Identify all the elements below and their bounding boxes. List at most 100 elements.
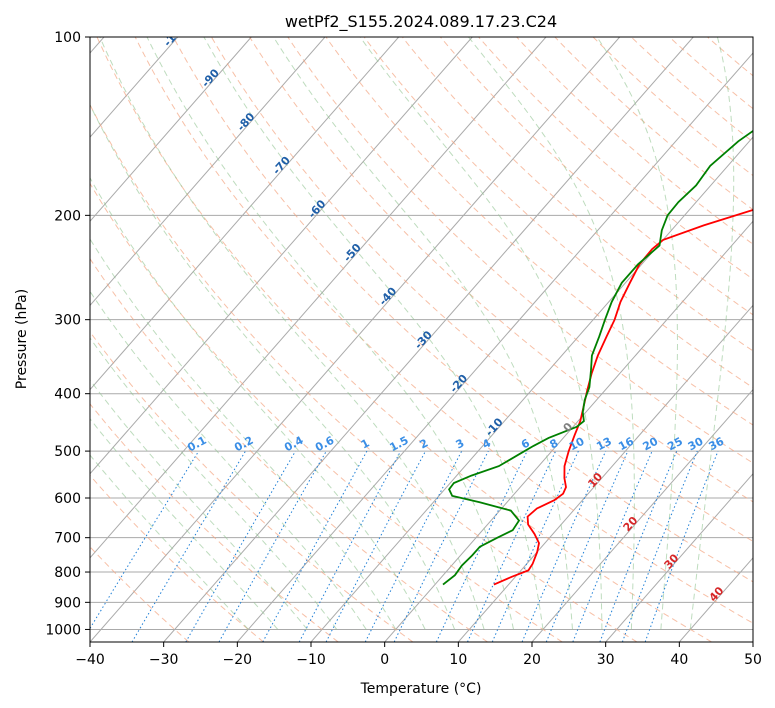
isotherm-label: 20: [621, 514, 641, 534]
dry-adiabat: [172, 37, 753, 583]
dry-adiabat: [287, 37, 753, 464]
mixing-ratio-label: 3: [454, 436, 467, 451]
moist-adiabat: [146, 37, 514, 630]
mixing-ratio-line: [90, 450, 200, 630]
mixing-ratio-line: [364, 450, 463, 642]
moist-adiabat: [90, 379, 308, 630]
moist-adiabat: [468, 37, 635, 630]
y-tick-label: 900: [54, 595, 81, 611]
moist-adiabat: [90, 454, 249, 630]
x-axis-title: Temperature (°C): [360, 681, 482, 697]
y-axis: 100 200 300 400 500 600 700 800 900 1000: [45, 30, 90, 638]
mixing-ratio-label: 6: [519, 436, 532, 451]
moist-adiabat: [90, 417, 279, 630]
mixing-ratio-line: [298, 450, 402, 642]
isotherm-label: -70: [270, 154, 293, 178]
x-tick-label: 0: [380, 652, 389, 668]
isotherm-line: [90, 37, 547, 559]
dry-adiabat: [325, 37, 753, 426]
dry-adiabat: [554, 37, 753, 211]
dewpoint-profile: [442, 129, 753, 586]
dry-adiabat: [96, 37, 712, 642]
dry-adiabat: [90, 331, 414, 642]
y-tick-label: 1000: [45, 622, 81, 638]
isotherm-label: -10: [483, 415, 506, 439]
mixing-ratio-line: [621, 450, 698, 642]
isotherm-line: [678, 557, 753, 642]
y-tick-label: 400: [54, 387, 81, 403]
x-tick-label: −40: [75, 652, 105, 668]
moist-adiabat: [359, 37, 603, 630]
temperature-profile: [493, 208, 753, 586]
dry-adiabat: [90, 182, 563, 642]
dry-adiabat: [90, 474, 264, 642]
chart-title: wetPf2_S155.2024.089.17.23.C24: [285, 12, 557, 32]
isotherm-line: [90, 37, 326, 307]
isotherm-line: [384, 220, 753, 642]
y-tick-label: 200: [54, 208, 81, 224]
dry-adiabat: [401, 37, 753, 352]
isotherm-line: [605, 472, 753, 642]
y-tick-label: 100: [54, 30, 81, 46]
plot-area: [90, 37, 753, 642]
y-tick-label: 700: [54, 531, 81, 547]
mixing-ratio-label: 30: [686, 435, 706, 454]
y-tick-label: 600: [54, 491, 81, 507]
isotherm-line: [531, 388, 753, 642]
moist-adiabat: [90, 238, 397, 630]
x-tick-label: −30: [149, 652, 179, 668]
x-tick-label: 10: [449, 652, 467, 668]
isotherm-line: [90, 37, 473, 475]
isotherm-label: 30: [662, 551, 682, 571]
isotherm-label: -30: [412, 328, 435, 352]
mixing-ratio-line: [521, 450, 607, 642]
x-tick-label: 40: [670, 652, 688, 668]
x-tick-label: 30: [597, 652, 615, 668]
isotherm-label: 10: [585, 470, 605, 490]
dry-adiabat: [90, 257, 488, 642]
isotherm-label: -90: [199, 66, 222, 90]
moist-adiabat: [203, 37, 544, 630]
mixing-ratio-label: 13: [594, 435, 614, 454]
isotherm-line: [90, 37, 621, 642]
mixing-ratio-line: [599, 450, 678, 642]
mixing-ratio-label: 2: [417, 436, 430, 451]
isotherm-line: [457, 304, 753, 642]
x-tick-label: −10: [296, 652, 326, 668]
dry-adiabat: [363, 37, 753, 389]
mixing-ratio-line: [572, 450, 653, 642]
x-tick-label: −20: [223, 652, 253, 668]
isotherm-line: [752, 641, 753, 642]
dry-adiabat: [90, 103, 638, 642]
mixing-ratio-label: 16: [616, 434, 636, 453]
mixing-ratio-line: [644, 450, 719, 642]
mixing-ratio-label: 25: [665, 435, 685, 454]
mixing-ratio-line: [325, 450, 426, 642]
mixing-ratio-label: 20: [641, 435, 661, 454]
moist-adiabat: [90, 103, 456, 630]
dry-adiabat: [592, 37, 753, 177]
dry-adiabat: [630, 37, 753, 143]
mixing-ratio-label: 1: [359, 436, 372, 451]
mixing-ratio-label: 10: [567, 435, 587, 454]
isotherm-line: [90, 37, 400, 391]
x-tick-label: 20: [523, 652, 541, 668]
moist-adiabat: [90, 176, 426, 630]
mixing-ratio-line: [393, 450, 489, 642]
y-axis-title: Pressure (hPa): [14, 289, 30, 389]
y-tick-label: 300: [54, 313, 81, 329]
isotherm-label: -20: [447, 372, 470, 396]
plot-frame: [89, 36, 754, 643]
isotherm-label: 40: [707, 584, 727, 604]
mixing-ratio-line: [491, 450, 579, 642]
dry-adiabat: [707, 37, 753, 77]
isotherm-label: -50: [341, 241, 364, 265]
x-axis: −40 −30 −20 −10 0 10 20 30 40 50: [75, 642, 762, 668]
isotherm-label: -80: [235, 110, 258, 134]
mixing-ratio-line: [545, 450, 629, 642]
isotherm-label: -40: [376, 284, 399, 308]
y-tick-label: 800: [54, 565, 81, 581]
x-tick-label: 50: [744, 652, 762, 668]
isotherm-line: [163, 37, 694, 642]
isotherm-line: [310, 136, 753, 642]
